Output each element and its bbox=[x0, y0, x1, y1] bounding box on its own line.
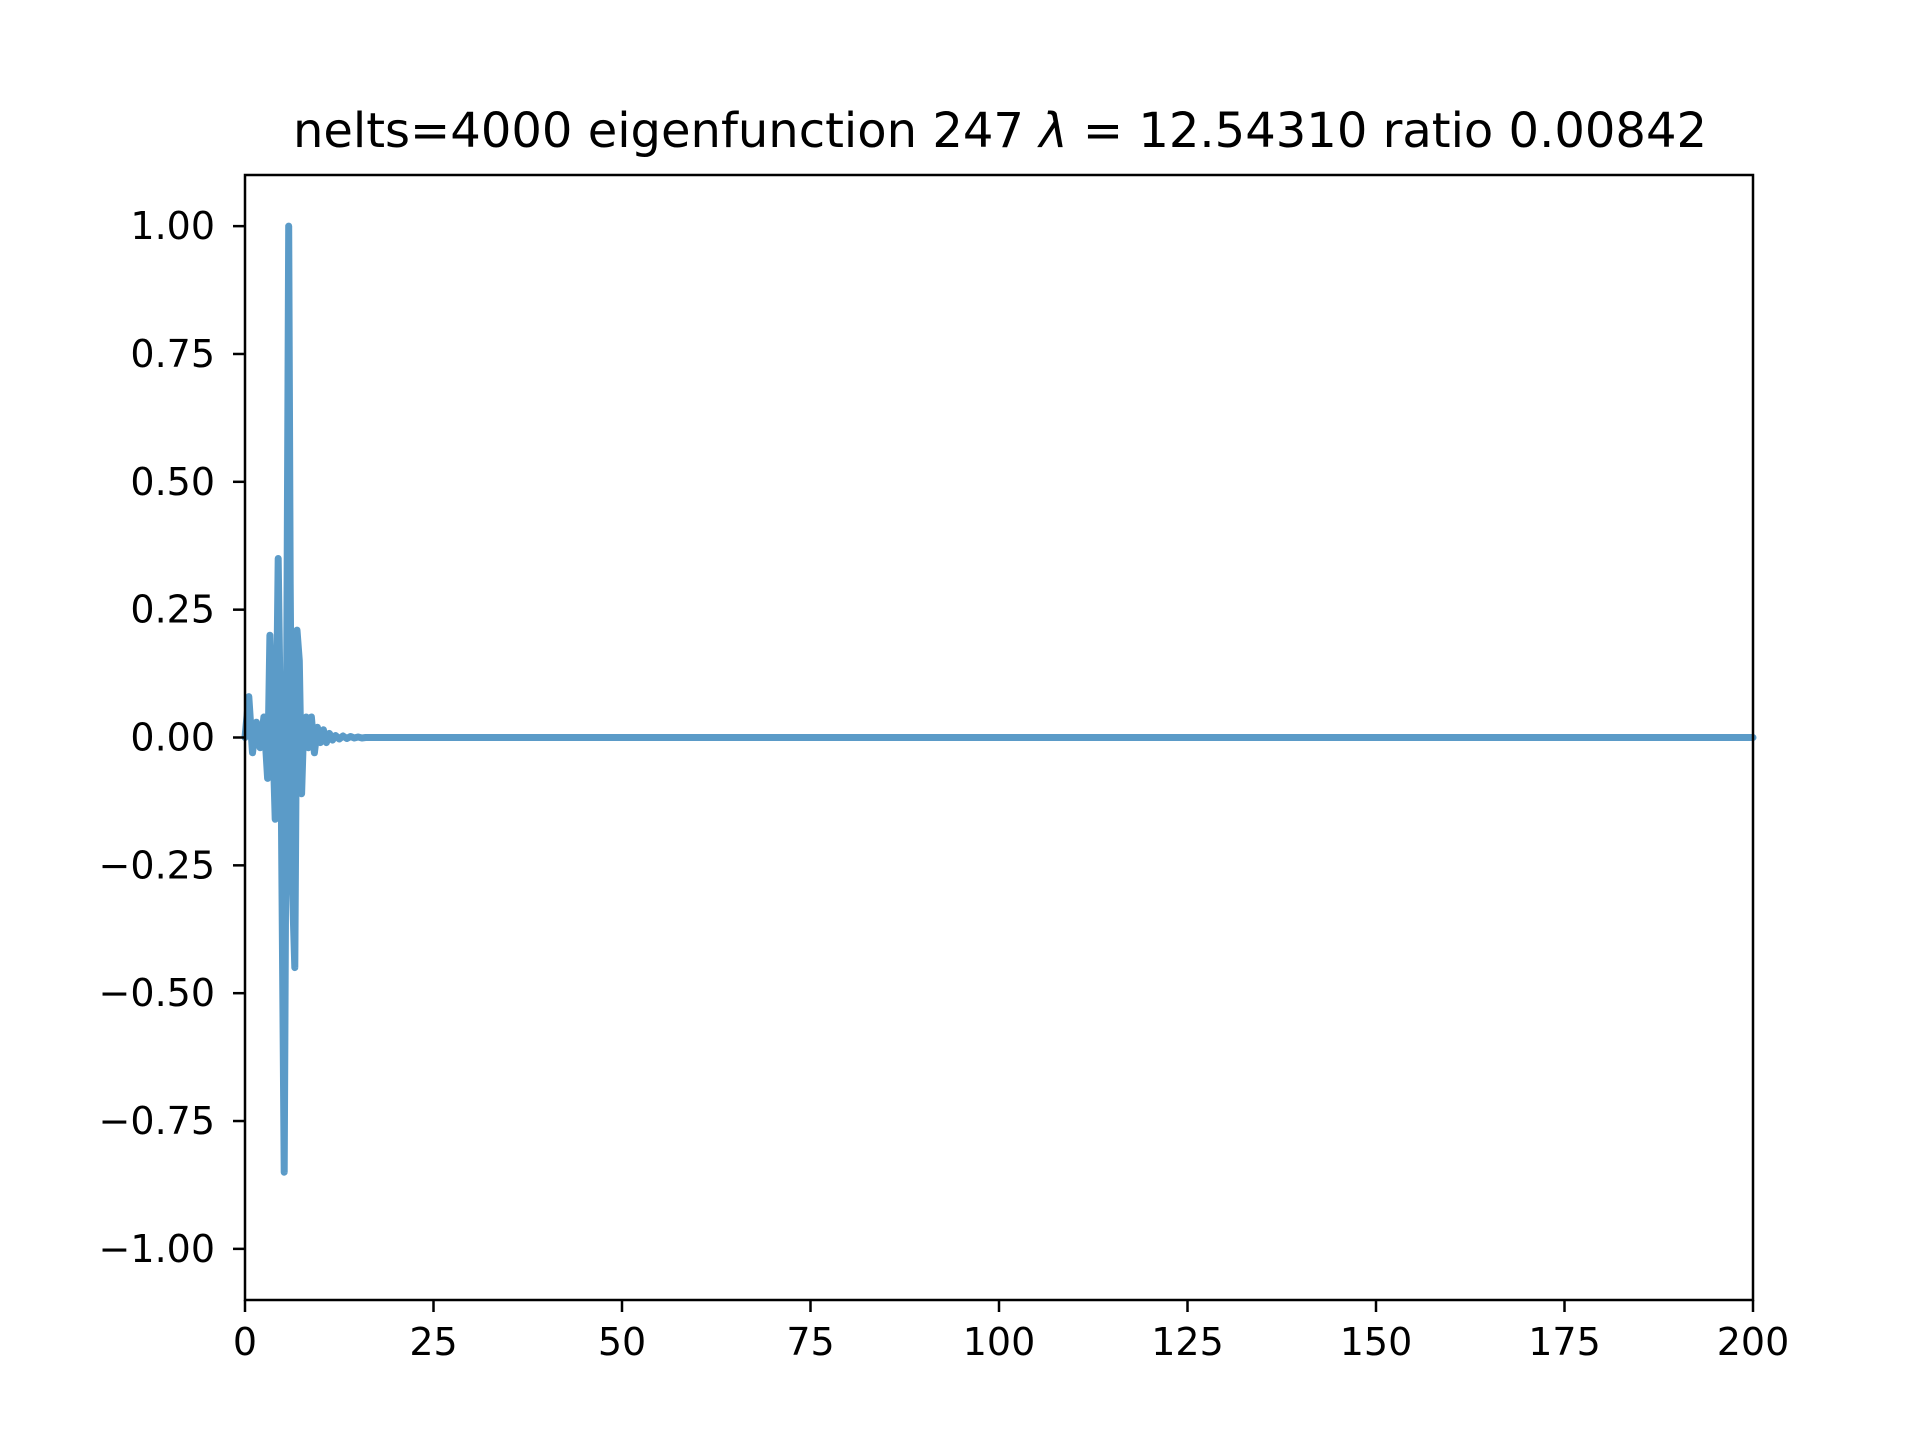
x-tick-label: 50 bbox=[598, 1320, 646, 1364]
title-lambda: λ bbox=[1036, 103, 1067, 159]
x-tick-label: 150 bbox=[1340, 1320, 1413, 1364]
title-part-2: = 12.54310 ratio 0.00842 bbox=[1068, 103, 1707, 159]
axes-frame bbox=[243, 173, 1755, 1302]
y-tick-label: 0.75 bbox=[130, 332, 215, 376]
y-tick-label: −0.50 bbox=[99, 971, 215, 1015]
y-tick-label: −0.75 bbox=[99, 1099, 215, 1143]
y-tick-label: 1.00 bbox=[130, 204, 215, 248]
series-line-0 bbox=[241, 222, 1757, 1176]
title-part-1: nelts=4000 eigenfunction 247 bbox=[293, 103, 1039, 159]
y-tick-label: −1.00 bbox=[99, 1227, 215, 1271]
x-tick-label: 175 bbox=[1528, 1320, 1601, 1364]
x-tick-label: 100 bbox=[963, 1320, 1036, 1364]
chart-title: nelts=4000 eigenfunction 247 λ = 12.5431… bbox=[293, 103, 1707, 159]
x-tick-label: 125 bbox=[1151, 1320, 1224, 1364]
y-tick-label: 0.50 bbox=[130, 460, 215, 504]
x-tick-label: 200 bbox=[1717, 1320, 1790, 1364]
y-tick-label: 0.00 bbox=[130, 716, 215, 760]
y-tick-label: −0.25 bbox=[99, 843, 215, 887]
plot-area bbox=[241, 222, 1757, 1176]
axis-ticks: 0 25 50 75 100 125 150 175 200 1.00 0.75 0.50 0.25 0.… bbox=[99, 204, 1790, 1364]
x-tick-label: 0 bbox=[233, 1320, 257, 1364]
x-tick-label: 75 bbox=[786, 1320, 834, 1364]
x-tick-label: 25 bbox=[409, 1320, 457, 1364]
y-tick-label: 0.25 bbox=[130, 588, 215, 632]
